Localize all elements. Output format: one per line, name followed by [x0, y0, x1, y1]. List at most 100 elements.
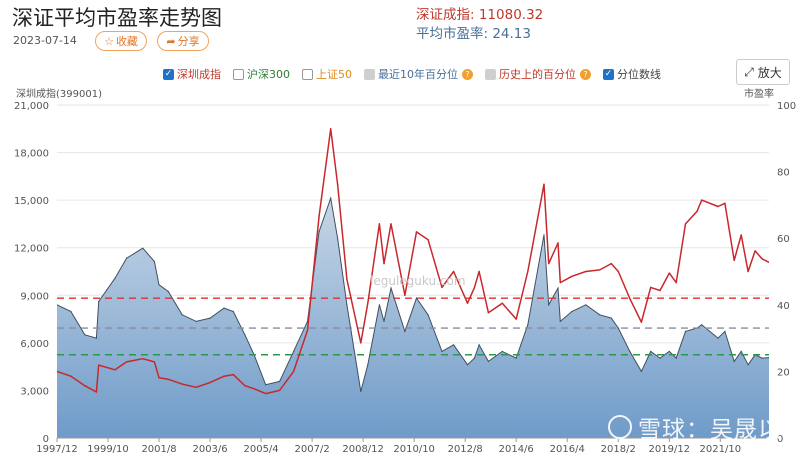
- index-value: 深证成指: 11080.32: [416, 7, 544, 23]
- index-point: [543, 183, 545, 185]
- index-point: [181, 383, 183, 385]
- legend-checkbox[interactable]: [302, 68, 313, 80]
- favorite-button[interactable]: ☆ 收藏: [95, 31, 147, 51]
- pe-point: [599, 314, 601, 316]
- pe-point: [610, 317, 612, 319]
- pe-point: [404, 330, 406, 332]
- pe-point: [441, 350, 443, 352]
- index-point: [696, 210, 698, 212]
- legend-item[interactable]: 历史上的百分位?: [485, 66, 591, 82]
- legend-item[interactable]: 上证50: [302, 66, 352, 82]
- legend-checkbox[interactable]: [364, 68, 375, 80]
- legend-checkbox[interactable]: [233, 68, 244, 80]
- x-tick-label: 2001/8: [141, 444, 176, 453]
- legend-label: 沪深300: [247, 68, 290, 81]
- left-axis-title: 深圳成指(399001): [16, 89, 102, 100]
- legend-checkbox[interactable]: ✓: [603, 68, 614, 80]
- index-point: [383, 262, 385, 265]
- pe-point: [761, 357, 763, 359]
- x-tick-label: 2016/4: [550, 444, 585, 453]
- index-point: [195, 386, 197, 388]
- pe-point: [733, 360, 735, 362]
- index-point: [57, 370, 58, 373]
- index-point: [617, 270, 619, 273]
- y-left-tick-label: 15,000: [14, 196, 49, 207]
- pe-point: [527, 324, 529, 326]
- pe-point: [768, 357, 769, 359]
- pe-point: [629, 350, 631, 352]
- index-point: [585, 270, 587, 273]
- pe-point: [453, 344, 455, 346]
- snowball-logo-icon: [608, 415, 632, 439]
- pe-point: [724, 330, 726, 332]
- pe-point: [617, 327, 619, 329]
- favorite-label: 收藏: [115, 35, 138, 48]
- expand-icon: ⤢: [744, 64, 754, 79]
- legend-label: 分位数线: [617, 68, 661, 81]
- index-point: [754, 250, 756, 252]
- pe-point: [114, 277, 116, 279]
- pe-point: [740, 350, 742, 352]
- index-point: [167, 378, 169, 380]
- share-arrow-icon: ➦: [166, 34, 176, 48]
- brand-watermark: 雪球：吴晟以: [608, 410, 782, 444]
- pe-point: [360, 390, 362, 392]
- pe-point: [478, 344, 480, 346]
- index-point: [209, 381, 211, 384]
- right-axis-title: 市盈率: [744, 89, 774, 100]
- index-point: [571, 275, 573, 277]
- pe-point: [223, 307, 225, 309]
- legend-item[interactable]: ✓ 深圳成指: [163, 66, 221, 82]
- index-point: [559, 281, 561, 284]
- pe-point: [427, 314, 429, 316]
- legend-item[interactable]: 最近10年百分位?: [364, 66, 473, 82]
- index-point: [717, 205, 719, 208]
- index-point: [675, 281, 677, 284]
- legend-label: 历史上的百分位: [499, 68, 576, 81]
- x-tick-label: 2012/8: [448, 444, 483, 453]
- share-button[interactable]: ➦ 分享: [157, 31, 209, 51]
- legend-item[interactable]: 沪深300: [233, 66, 290, 82]
- x-tick-label: 1999/10: [87, 444, 129, 453]
- pe-point: [346, 304, 348, 306]
- pe-point: [585, 304, 587, 306]
- index-point: [153, 361, 156, 363]
- share-label: 分享: [177, 35, 200, 48]
- index-point: [292, 370, 295, 373]
- index-point: [114, 369, 116, 371]
- y-left-tick-label: 9,000: [20, 291, 49, 302]
- star-icon: ☆: [104, 34, 114, 48]
- pe-point: [571, 310, 573, 313]
- pe-point: [265, 384, 267, 386]
- index-point: [733, 259, 735, 262]
- pe-area: [57, 198, 769, 438]
- pe-point: [330, 197, 332, 199]
- pe-point: [415, 297, 418, 299]
- index-point: [747, 270, 749, 273]
- legend-checkbox[interactable]: [485, 68, 496, 80]
- help-icon[interactable]: ?: [580, 68, 591, 80]
- zoom-button[interactable]: ⤢ 放大: [736, 59, 790, 85]
- y-right-tick-label: 60: [777, 234, 790, 245]
- brand-text: 雪球：吴晟以: [638, 417, 782, 443]
- pe-point: [559, 320, 561, 322]
- pe-point: [659, 357, 661, 359]
- legend-checkbox[interactable]: ✓: [163, 68, 174, 80]
- pe-point: [167, 290, 169, 293]
- index-point: [390, 223, 392, 225]
- pe-point: [232, 310, 234, 313]
- index-point: [336, 183, 339, 185]
- pe-point: [209, 317, 211, 319]
- help-icon[interactable]: ?: [462, 68, 473, 80]
- pe-point: [195, 320, 197, 322]
- index-point: [346, 278, 348, 281]
- y-right-tick-label: 40: [777, 301, 790, 312]
- index-point: [659, 289, 661, 292]
- legend-item[interactable]: ✓ 分位数线: [603, 66, 661, 82]
- y-right-tick-label: 80: [777, 168, 790, 179]
- index-point: [232, 373, 234, 376]
- pe-point: [650, 350, 652, 352]
- legend-label: 最近10年百分位: [378, 68, 458, 81]
- y-right-tick-label: 100: [777, 101, 796, 112]
